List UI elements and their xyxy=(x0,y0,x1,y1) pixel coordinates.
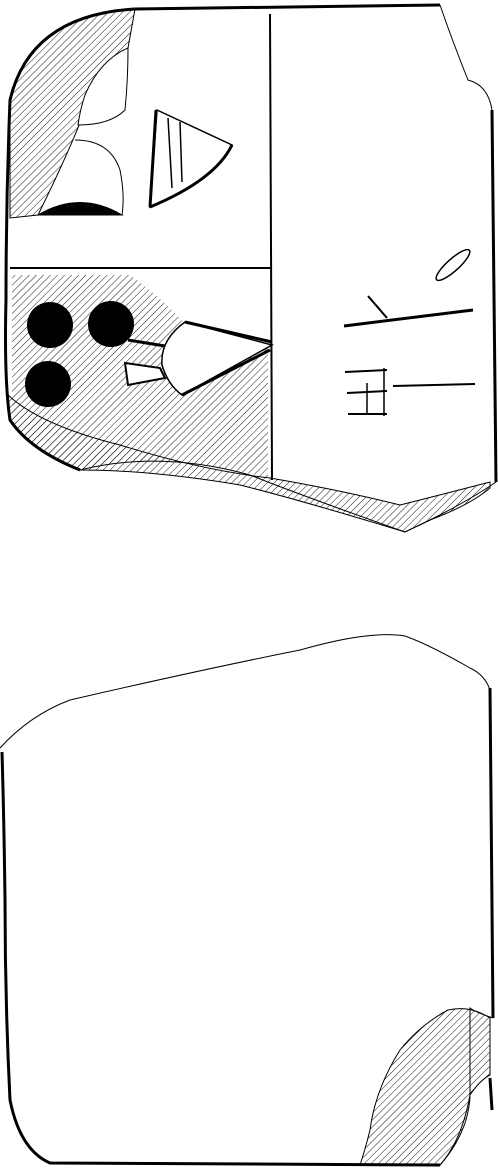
obverse-divider-vertical xyxy=(269,13,273,481)
oval-wedge xyxy=(435,248,471,282)
reverse-border-right xyxy=(488,687,495,1019)
reverse-border-right-break xyxy=(439,1006,494,1166)
reverse-face xyxy=(0,634,495,1167)
reverse-border-right-tick xyxy=(488,1077,494,1111)
obverse-face xyxy=(4,3,498,533)
head-profile-sign xyxy=(36,47,129,216)
obverse-border-bottom xyxy=(79,460,497,533)
triangular-sign xyxy=(148,108,234,209)
numeral-circles xyxy=(25,301,134,407)
reverse-outline-fill xyxy=(0,634,494,1165)
obverse-border-top-right xyxy=(439,4,493,111)
numeral-circle xyxy=(27,302,73,348)
cuneiform-wedges xyxy=(343,248,476,416)
reverse-border-left xyxy=(0,751,441,1167)
wedge-sign xyxy=(123,320,274,397)
numeral-circle xyxy=(88,301,134,347)
obverse-border-top xyxy=(134,3,441,11)
reverse-border-top xyxy=(0,634,491,749)
obverse-break-bottom-edge xyxy=(7,393,491,533)
obverse-border-right xyxy=(490,109,498,483)
numeral-circle xyxy=(25,361,71,407)
obverse-border-left xyxy=(4,7,136,472)
